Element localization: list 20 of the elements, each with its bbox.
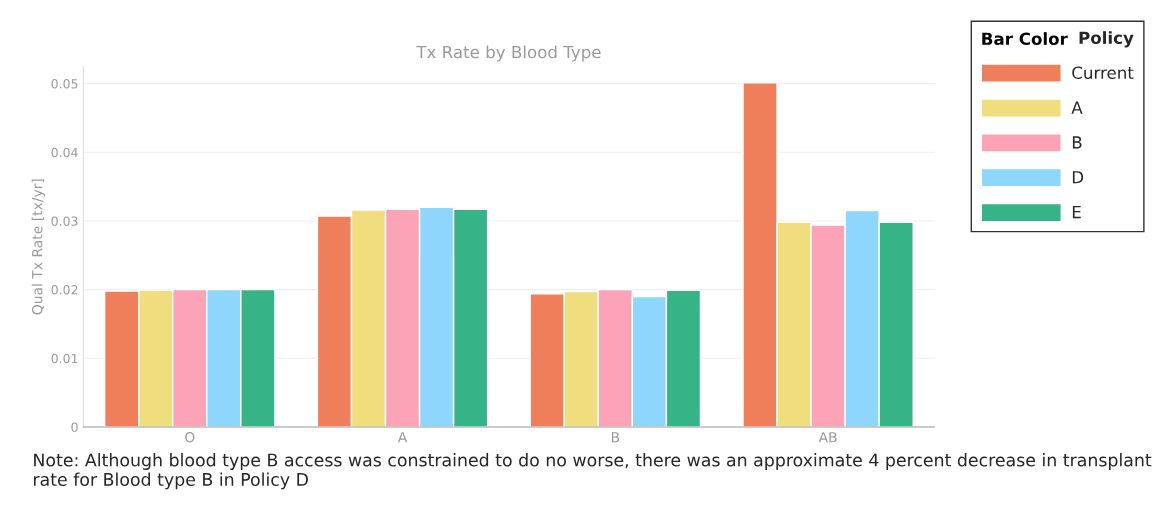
legend-label: A	[1071, 101, 1083, 114]
y-tick-label: 0.03	[51, 216, 78, 226]
chart-title: Tx Rate by Blood Type	[416, 45, 601, 62]
text: Note: Although blood type B access was constrained to do no worse, there was an approximate 4 percent decrease in transplant rate for Blood type B in Policy D	[34, 453, 1152, 490]
y-tick-label: 0.01	[51, 353, 78, 364]
legend-label: D	[1072, 171, 1084, 184]
legend-label: E	[1072, 205, 1081, 219]
y-tick-label: 0.02	[51, 285, 78, 295]
legend-title: Policy	[1079, 31, 1134, 48]
text: Bar Color	[982, 32, 1068, 46]
x-tick-label: O	[185, 432, 195, 443]
legend-label: B	[1072, 136, 1082, 149]
y-tick-label: 0.04	[51, 147, 78, 158]
x-tick-label: AB	[818, 432, 837, 443]
x-tick-label: B	[611, 432, 620, 443]
y-axis-title: Qual Tx Rate [tx/yr]	[31, 179, 46, 315]
x-tick-label: A	[397, 432, 408, 443]
legend-label: Current	[1072, 66, 1134, 80]
y-tick-label: 0	[71, 422, 78, 432]
y-tick-label: 0.05	[51, 79, 78, 89]
